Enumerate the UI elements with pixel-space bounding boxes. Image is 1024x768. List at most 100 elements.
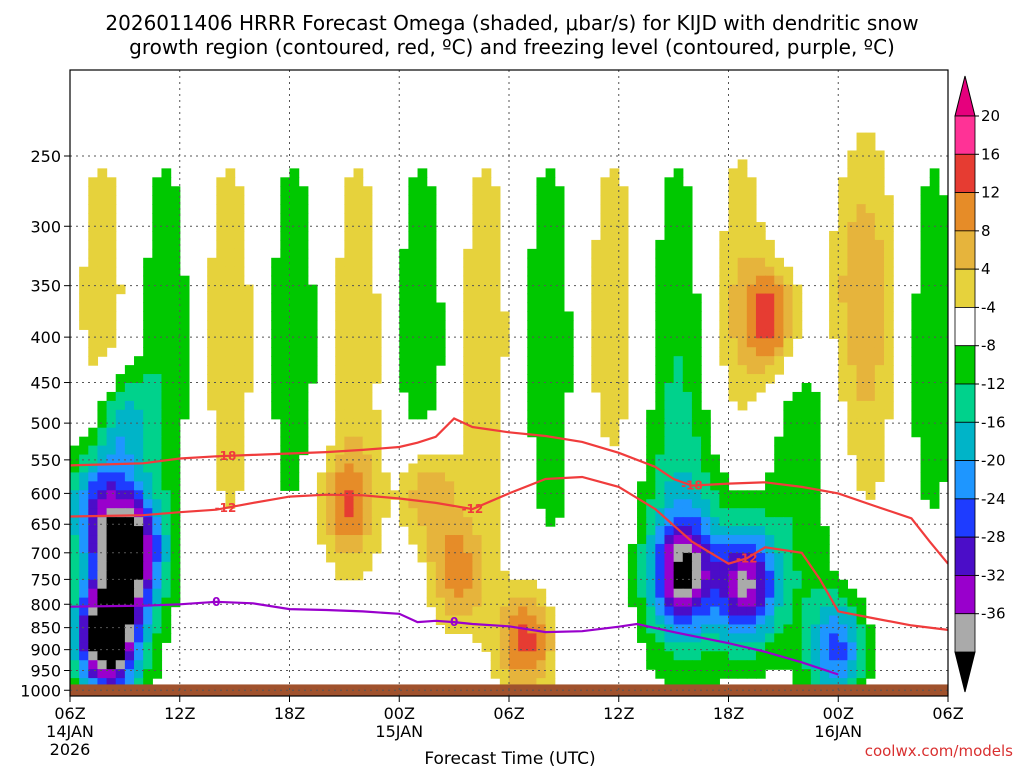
omega-cell: [170, 186, 181, 196]
omega-cell: [88, 284, 99, 295]
omega-cell: [234, 481, 245, 491]
omega-cell: [856, 597, 867, 608]
omega-cell: [911, 302, 922, 313]
omega-cell: [691, 427, 702, 438]
omega-cell: [399, 284, 409, 295]
omega-cell: [737, 517, 748, 527]
omega-cell: [755, 552, 766, 563]
omega-cell: [691, 526, 702, 536]
omega-cell: [554, 329, 565, 339]
omega-cell: [88, 552, 99, 563]
omega-cell: [554, 427, 565, 438]
omega-cell: [88, 481, 99, 491]
omega-cell: [152, 561, 163, 572]
omega-cell: [691, 543, 702, 554]
omega-cell: [88, 230, 99, 241]
omega-cell: [97, 302, 108, 313]
omega-cell: [362, 293, 373, 304]
omega-cell: [929, 177, 940, 187]
omega-cell: [801, 552, 812, 563]
omega-cell: [225, 481, 236, 491]
omega-cell: [106, 239, 117, 250]
omega-cell: [134, 615, 144, 626]
omega-cell: [106, 391, 117, 402]
omega-cell: [728, 391, 739, 402]
omega-cell: [536, 400, 547, 411]
omega-cell: [746, 204, 757, 214]
omega-cell: [682, 338, 693, 348]
omega-cell: [207, 365, 217, 375]
omega-cell: [124, 409, 135, 420]
omega-cell: [746, 383, 757, 393]
omega-cell: [499, 320, 510, 330]
omega-cell: [847, 329, 858, 339]
omega-cell: [618, 293, 629, 304]
omega-cell: [444, 526, 455, 536]
omega-cell: [344, 383, 355, 393]
omega-cell: [490, 302, 501, 313]
omega-cell: [874, 204, 885, 214]
omega-cell: [298, 230, 309, 241]
omega-cell: [545, 374, 556, 384]
y-tick-label: 900: [30, 641, 61, 660]
omega-cell: [307, 293, 318, 304]
omega-cell: [426, 365, 437, 375]
omega-cell: [472, 499, 483, 509]
omega-cell: [929, 257, 940, 268]
omega-cell: [79, 543, 89, 554]
omega-cell: [710, 588, 720, 599]
omega-cell: [646, 427, 656, 438]
omega-cell: [728, 186, 739, 196]
omega-cell: [737, 633, 748, 643]
omega-cell: [755, 624, 766, 634]
omega-cell: [646, 597, 656, 608]
omega-cell: [856, 239, 867, 250]
omega-cell: [536, 597, 547, 608]
omega-cell: [143, 678, 153, 688]
omega-cell: [417, 508, 428, 518]
omega-cell: [490, 222, 501, 232]
omega-cell: [609, 222, 620, 232]
omega-cell: [536, 642, 547, 652]
omega-cell: [170, 222, 181, 232]
omega-cell: [289, 293, 300, 304]
omega-cell: [545, 391, 556, 402]
omega-cell: [737, 624, 748, 634]
omega-cell: [134, 633, 144, 643]
omega-cell: [865, 213, 876, 223]
omega-cell: [106, 284, 117, 295]
omega-cell: [472, 526, 483, 536]
omega-cell: [801, 418, 812, 429]
omega-cell: [353, 213, 364, 223]
omega-cell: [134, 383, 144, 393]
omega-cell: [509, 669, 519, 679]
omega-cell: [207, 311, 217, 321]
omega-cell: [353, 570, 364, 581]
omega-cell: [70, 579, 80, 590]
omega-cell: [216, 347, 227, 357]
omega-cell: [307, 302, 318, 313]
omega-cell: [152, 374, 163, 384]
omega-cell: [408, 374, 419, 384]
omega-cell: [463, 472, 474, 482]
omega-cell: [106, 499, 117, 509]
omega-cell: [225, 454, 236, 465]
omega-cell: [563, 329, 574, 339]
omega-cell: [298, 320, 309, 330]
omega-cell: [691, 660, 702, 670]
omega-cell: [783, 293, 794, 304]
omega-cell: [691, 454, 702, 465]
omega-cell: [765, 239, 775, 250]
omega-cell: [847, 427, 858, 438]
omega-cell: [115, 490, 126, 500]
omega-cell: [783, 543, 794, 554]
omega-cell: [856, 642, 867, 652]
omega-cell: [399, 338, 409, 348]
omega-cell: [536, 284, 547, 295]
omega-cell: [490, 642, 501, 652]
omega-cell: [88, 660, 99, 670]
omega-cell: [426, 472, 437, 482]
omega-cell: [701, 463, 711, 474]
omega-cell: [774, 597, 784, 608]
omega-cell: [435, 320, 446, 330]
